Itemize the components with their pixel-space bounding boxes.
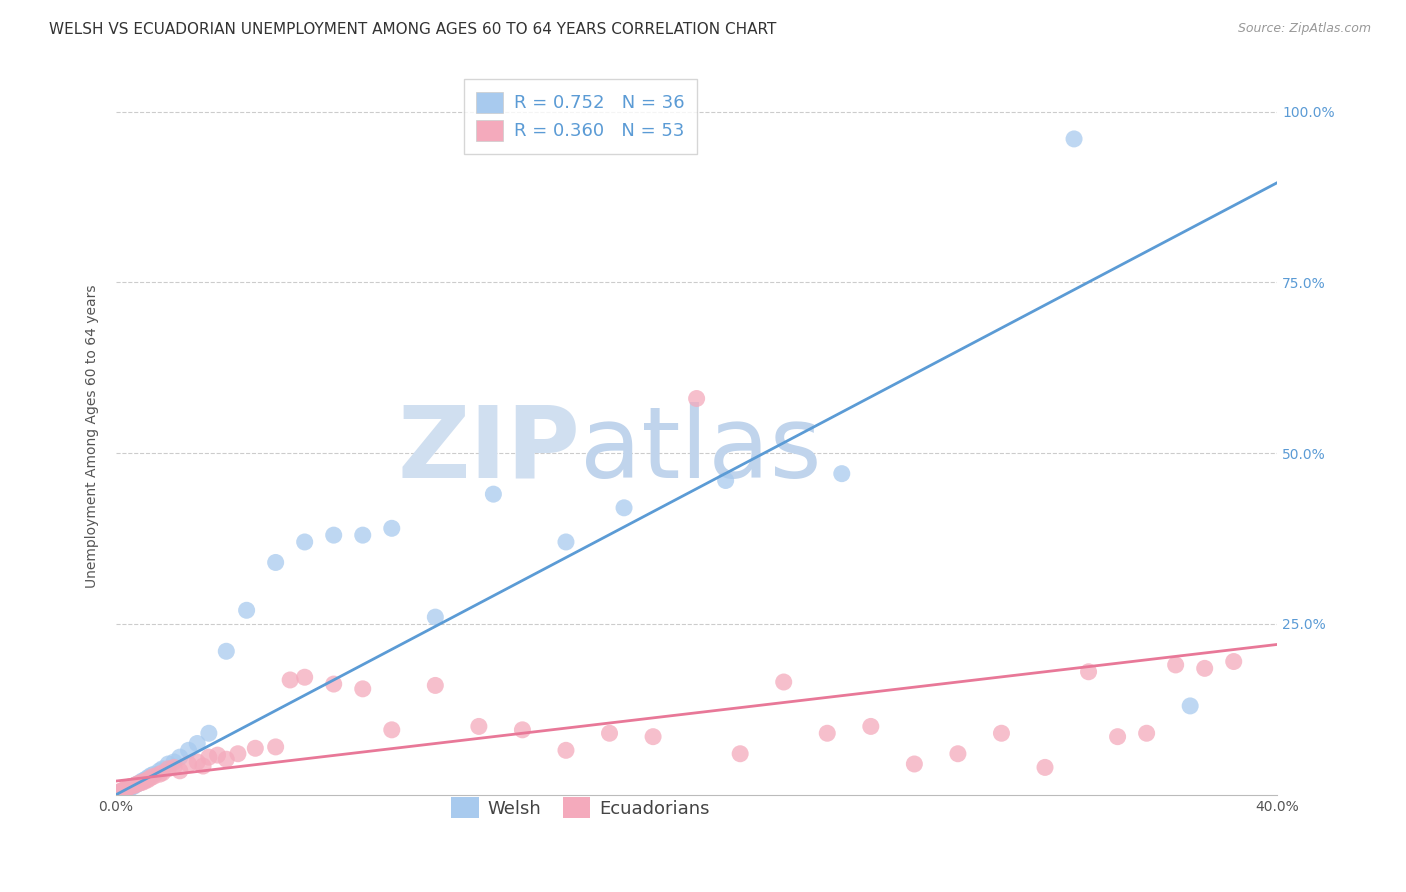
Point [163, 755, 186, 769]
Point [191, 759, 214, 773]
Point [831, 467, 853, 481]
Point [772, 675, 794, 690]
Point [322, 677, 344, 691]
Point [990, 726, 1012, 740]
Point [111, 784, 134, 798]
Point [177, 743, 200, 757]
Point [555, 743, 578, 757]
Point [122, 779, 145, 793]
Point [245, 741, 267, 756]
Text: Source: ZipAtlas.com: Source: ZipAtlas.com [1237, 22, 1371, 36]
Point [1178, 698, 1201, 713]
Point [226, 747, 249, 761]
Point [946, 747, 969, 761]
Point [108, 785, 131, 799]
Point [1077, 665, 1099, 679]
Point [714, 474, 737, 488]
Legend: Welsh, Ecuadorians: Welsh, Ecuadorians [444, 789, 717, 825]
Point [859, 719, 882, 733]
Text: WELSH VS ECUADORIAN UNEMPLOYMENT AMONG AGES 60 TO 64 YEARS CORRELATION CHART: WELSH VS ECUADORIAN UNEMPLOYMENT AMONG A… [49, 22, 776, 37]
Point [555, 535, 578, 549]
Point [198, 726, 221, 740]
Point [134, 774, 156, 789]
Point [207, 748, 229, 763]
Point [1222, 655, 1244, 669]
Point [381, 723, 404, 737]
Point [1063, 132, 1085, 146]
Point [128, 776, 150, 790]
Point [215, 752, 238, 766]
Point [157, 756, 180, 771]
Point [186, 737, 208, 751]
Point [142, 767, 165, 781]
Point [139, 771, 162, 785]
Point [152, 765, 174, 780]
Point [134, 772, 156, 787]
Point [139, 769, 162, 783]
Point [425, 678, 447, 692]
Point [235, 603, 257, 617]
Point [352, 528, 374, 542]
Point [728, 747, 751, 761]
Point [122, 780, 145, 794]
Point [482, 487, 505, 501]
Point [136, 771, 159, 785]
Point [599, 726, 621, 740]
Point [169, 764, 191, 778]
Point [148, 764, 170, 778]
Point [131, 775, 153, 789]
Point [136, 772, 159, 787]
Point [114, 783, 136, 797]
Point [198, 750, 221, 764]
Point [1107, 730, 1129, 744]
Point [685, 392, 707, 406]
Point [352, 681, 374, 696]
Point [468, 719, 491, 733]
Point [128, 776, 150, 790]
Point [114, 782, 136, 797]
Point [425, 610, 447, 624]
Point [322, 528, 344, 542]
Point [177, 756, 200, 771]
Point [1033, 760, 1056, 774]
Point [1164, 657, 1187, 672]
Point [1194, 661, 1216, 675]
Point [169, 750, 191, 764]
Point [294, 535, 316, 549]
Point [264, 556, 287, 570]
Point [215, 644, 238, 658]
Point [264, 739, 287, 754]
Text: ZIP: ZIP [398, 402, 581, 499]
Point [278, 673, 301, 687]
Point [186, 755, 208, 769]
Point [125, 777, 148, 791]
Point [142, 769, 165, 783]
Point [512, 723, 534, 737]
Point [1136, 726, 1159, 740]
Point [117, 782, 139, 797]
Point [294, 670, 316, 684]
Point [120, 780, 142, 795]
Point [163, 760, 186, 774]
Point [111, 783, 134, 797]
Point [381, 521, 404, 535]
Point [108, 786, 131, 800]
Point [120, 780, 142, 794]
Point [125, 777, 148, 791]
Point [117, 780, 139, 795]
Point [131, 774, 153, 789]
Point [152, 762, 174, 776]
Point [613, 500, 636, 515]
Point [157, 762, 180, 776]
Y-axis label: Unemployment Among Ages 60 to 64 years: Unemployment Among Ages 60 to 64 years [86, 285, 100, 588]
Point [815, 726, 838, 740]
Point [641, 730, 664, 744]
Point [903, 756, 925, 771]
Text: atlas: atlas [581, 402, 823, 499]
Point [148, 767, 170, 781]
